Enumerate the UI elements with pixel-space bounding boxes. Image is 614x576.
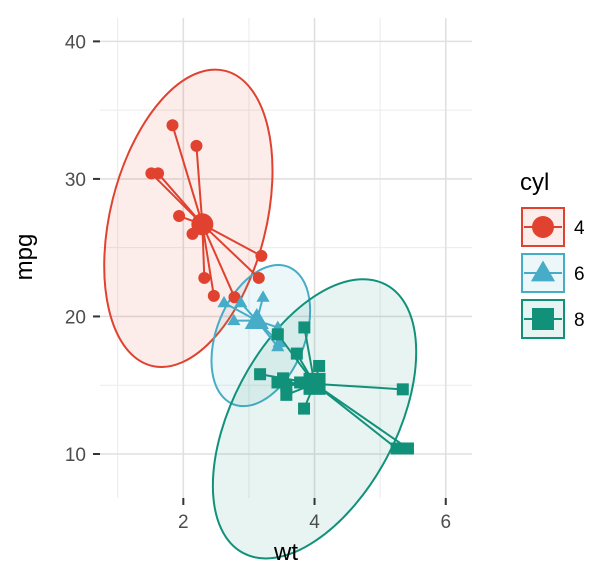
point-cyl-6 <box>271 339 285 352</box>
spoke-cyl-4 <box>195 145 204 225</box>
legend-label-cyl-8: 8 <box>574 310 585 331</box>
point-cyl-4 <box>190 139 203 152</box>
x-tick-label: 4 <box>309 512 320 533</box>
spoke-cyl-4 <box>171 124 204 225</box>
point-cyl-8 <box>271 328 284 341</box>
point-cyl-6 <box>234 295 248 308</box>
point-cyl-4 <box>252 271 265 284</box>
legend-title: cyl <box>520 169 549 196</box>
point-cyl-4 <box>255 249 268 262</box>
spoke-cyl-4 <box>201 223 262 257</box>
spoke-cyl-4 <box>201 223 260 279</box>
point-cyl-8 <box>290 347 303 360</box>
legend-label-cyl-6: 6 <box>574 264 585 285</box>
spoke-cyl-8 <box>313 383 409 450</box>
point-cyl-8 <box>298 402 311 415</box>
data-points <box>145 119 414 455</box>
spoke-cyl-8 <box>314 382 403 391</box>
point-cyl-8 <box>396 383 409 396</box>
point-cyl-4 <box>166 119 179 132</box>
y-tick-label: 10 <box>65 445 86 466</box>
x-tick-label: 2 <box>178 512 189 533</box>
spoke-cyl-4 <box>150 172 204 226</box>
y-tick-label: 30 <box>65 170 86 191</box>
centroid-cyl-8 <box>303 372 326 395</box>
y-axis-title: mpg <box>11 234 38 281</box>
centroid-cyl-6 <box>244 308 269 329</box>
point-cyl-6 <box>217 295 231 308</box>
spoke-cyl-4 <box>201 224 215 296</box>
point-cyl-4 <box>198 271 211 284</box>
legend-key-symbol-cyl-4 <box>532 216 554 238</box>
legend: 4 6 8 <box>521 207 585 339</box>
axes: 2 4 6 10 20 30 40 <box>65 32 451 533</box>
spoke-cyl-8 <box>313 383 398 450</box>
point-cyl-4 <box>173 210 186 223</box>
x-axis-title: wt <box>273 539 298 566</box>
spoke-cyl-4 <box>201 223 236 298</box>
point-cyl-8 <box>280 388 293 401</box>
point-cyl-8 <box>401 442 414 455</box>
point-cyl-4 <box>228 291 241 304</box>
y-tick-label: 20 <box>65 307 86 328</box>
x-tick-label: 6 <box>440 512 451 533</box>
legend-key-symbol-cyl-8 <box>532 308 554 330</box>
point-cyl-6 <box>227 313 241 326</box>
y-tick-label: 40 <box>65 32 86 53</box>
point-cyl-8 <box>294 376 307 389</box>
point-cyl-8 <box>390 442 403 455</box>
point-cyl-8 <box>313 359 326 372</box>
point-cyl-8 <box>280 379 293 392</box>
point-cyl-4 <box>145 167 158 180</box>
legend-key-symbol-cyl-6 <box>530 260 556 282</box>
point-cyl-6 <box>256 290 270 302</box>
ellipse-cyl-8 <box>211 278 418 560</box>
legend-label-cyl-4: 4 <box>574 218 585 239</box>
point-cyl-4 <box>207 289 220 302</box>
point-cyl-8 <box>298 321 311 334</box>
point-cyl-8 <box>254 368 267 381</box>
centroid-cyl-4 <box>191 213 214 236</box>
